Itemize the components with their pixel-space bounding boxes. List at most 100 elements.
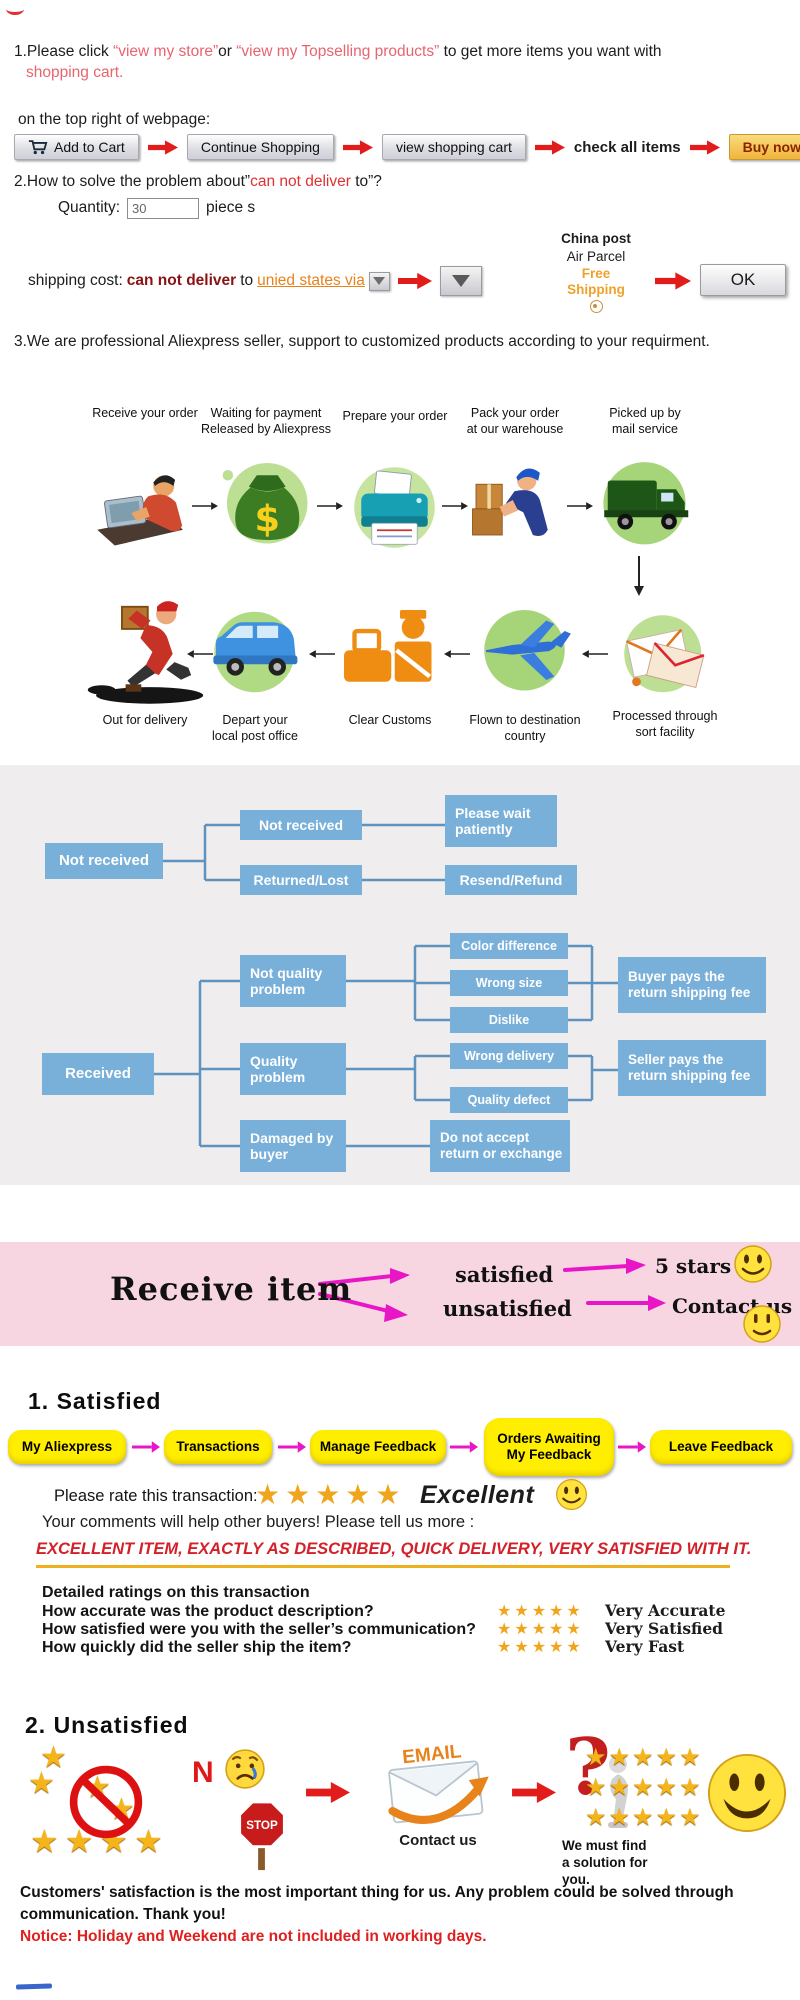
person-at-computer-icon: [97, 475, 183, 546]
rating-stars[interactable]: ★★★★★: [255, 1478, 406, 1511]
email-envelope-icon: EMAIL: [388, 1741, 489, 1825]
footer-line: Customers' satisfaction is the most impo…: [20, 1884, 734, 1924]
unsatisfied-heading: 2. Unsatisfied: [25, 1712, 189, 1738]
free-shipping-radio[interactable]: [589, 300, 603, 314]
flow-node: Please wait patiently: [445, 795, 557, 847]
add-to-cart-button[interactable]: Add to Cart: [14, 134, 139, 160]
nav-leave-feedback[interactable]: Leave Feedback: [650, 1430, 792, 1464]
can-not-deliver-text: can not deliver: [250, 173, 351, 190]
big-smiley-icon: [707, 1753, 787, 1833]
ok-button[interactable]: OK: [700, 264, 786, 296]
continue-shopping-button[interactable]: Continue Shopping: [186, 134, 334, 160]
airplane-icon: [484, 610, 571, 691]
quantity-input[interactable]: [127, 198, 200, 219]
flow-node: Do not accept return or exchange: [430, 1120, 570, 1172]
nav-transactions[interactable]: Transactions: [164, 1430, 272, 1464]
view-topselling-link[interactable]: “view my Topselling products”: [236, 43, 440, 60]
arrow-right-icon: [278, 1441, 306, 1453]
step-label: Prepare your order: [342, 409, 448, 423]
step-label: Waiting for payment Released by Aliexpres…: [201, 406, 331, 437]
flow-node: Wrong delivery: [450, 1043, 568, 1069]
dollar-sign: $: [254, 497, 280, 540]
flow-node: Seller pays the return shipping fee: [618, 1040, 766, 1096]
testimonial-underline: [36, 1565, 730, 1568]
step-label: Clear Customs: [348, 713, 432, 727]
s2-text: to: [240, 271, 254, 289]
free-shipping-option: Free Shipping: [545, 266, 647, 314]
view-my-store-link[interactable]: “view my store”: [113, 43, 219, 60]
banner-arrows: [318, 1258, 666, 1322]
flowchart-connectors: [154, 823, 618, 1148]
flow-node: Buyer pays the return shipping fee: [618, 957, 766, 1013]
shipping-method: China post Air Parcel: [540, 230, 652, 265]
nav-my-aliexpress[interactable]: My Aliexpress: [8, 1430, 126, 1464]
arrow-right-icon: [655, 272, 691, 290]
nav-orders-awaiting[interactable]: Orders Awaiting My Feedback: [484, 1418, 614, 1476]
shipping-cost-row: shipping cost: can not deliver to unied s…: [28, 266, 482, 296]
flow-node: Wrong size: [450, 970, 568, 996]
banner-title: Receive item: [110, 1270, 353, 1308]
china-post-label: China post: [561, 231, 631, 246]
country-dropdown-button[interactable]: [368, 271, 390, 291]
five-stars-label: 5 stars: [655, 1254, 732, 1278]
no-symbol-icon: [69, 1765, 143, 1839]
nav-manage-feedback[interactable]: Manage Feedback: [310, 1430, 446, 1464]
comments-help-line: Your comments will help other buyers! Pl…: [42, 1513, 475, 1531]
stop-sign-icon: STOP: [238, 1800, 286, 1871]
toolbar-row: Add to Cart Continue Shopping view shopp…: [14, 134, 800, 160]
arrow-right-icon: [442, 502, 468, 510]
step-label: Depart your local post office: [212, 713, 298, 744]
step-label: Flown to destination country: [469, 713, 581, 744]
chevron-down-icon: [373, 277, 386, 285]
excellent-label: Excellent: [420, 1481, 535, 1509]
flow-node: Quality defect: [450, 1087, 568, 1113]
flow-node: Dislike: [450, 1007, 568, 1033]
quantity-label: Quantity:: [58, 199, 121, 217]
step-label: Picked up by mail service: [609, 406, 681, 437]
solution-caption: We must find a solution for you.: [562, 1838, 648, 1887]
printer-icon: [354, 467, 435, 548]
flow-node: Resend/Refund: [445, 865, 577, 895]
arrow-left-icon: [187, 650, 213, 658]
shopping-cart-link[interactable]: shopping cart.: [26, 63, 124, 81]
chevron-down-icon: [451, 275, 470, 287]
air-parcel-label: Air Parcel: [566, 248, 626, 264]
star-icon: ★: [40, 1740, 67, 1775]
star-row: ★★★★: [30, 1822, 169, 1860]
view-shopping-cart-button[interactable]: view shopping cart: [381, 134, 526, 160]
buy-now-button[interactable]: Buy now: [728, 134, 800, 160]
arrow-right-icon: [450, 1441, 478, 1453]
delivery-courier-icon: [87, 601, 204, 704]
arrow-right-icon: [567, 502, 593, 510]
mail-truck-icon: [603, 462, 689, 545]
arrow-right-icon: [689, 139, 720, 155]
can-not-deliver-bold: can not deliver: [126, 271, 237, 289]
satisfied-label: satisfied: [455, 1262, 554, 1287]
star-icon: ★: [28, 1766, 55, 1801]
svg-text:?: ?: [565, 1728, 611, 1813]
shipping-dropdown-button[interactable]: [439, 266, 482, 296]
qa-stars[interactable]: ★★★★★: [497, 1619, 584, 1638]
arrow-down-icon: [634, 556, 644, 596]
section1-paragraph: 1.Please click “view my store”or “view m…: [14, 42, 774, 84]
shipping-cost-label: shipping cost:: [28, 271, 123, 289]
cart-icon: [28, 139, 48, 154]
s1-text: or: [218, 43, 237, 60]
flow-node: Returned/Lost: [240, 865, 362, 895]
check-all-items-label: check all items: [573, 138, 681, 156]
footer-notice: Notice: Holiday and Weekend are not incl…: [20, 1928, 487, 1945]
star-row: ★★★★★: [585, 1803, 703, 1831]
section3-text: 3.We are professional Aliexpress seller,…: [14, 333, 710, 350]
step-label: Receive your order: [92, 406, 198, 420]
quantity-row: Quantity: piece s: [58, 198, 255, 219]
qa-stars[interactable]: ★★★★★: [497, 1637, 584, 1656]
country-select-link[interactable]: unied states via: [257, 271, 365, 289]
free-shipping-label: Free: [581, 266, 611, 281]
arrow-left-icon: [582, 650, 608, 658]
qa-stars[interactable]: ★★★★★: [497, 1601, 584, 1620]
unsatisfied-label: unsatisfied: [443, 1296, 572, 1321]
qa-answer: Very Fast: [605, 1637, 685, 1656]
blue-scribble: [15, 1983, 53, 1990]
free-shipping-label: Shipping: [567, 282, 625, 298]
